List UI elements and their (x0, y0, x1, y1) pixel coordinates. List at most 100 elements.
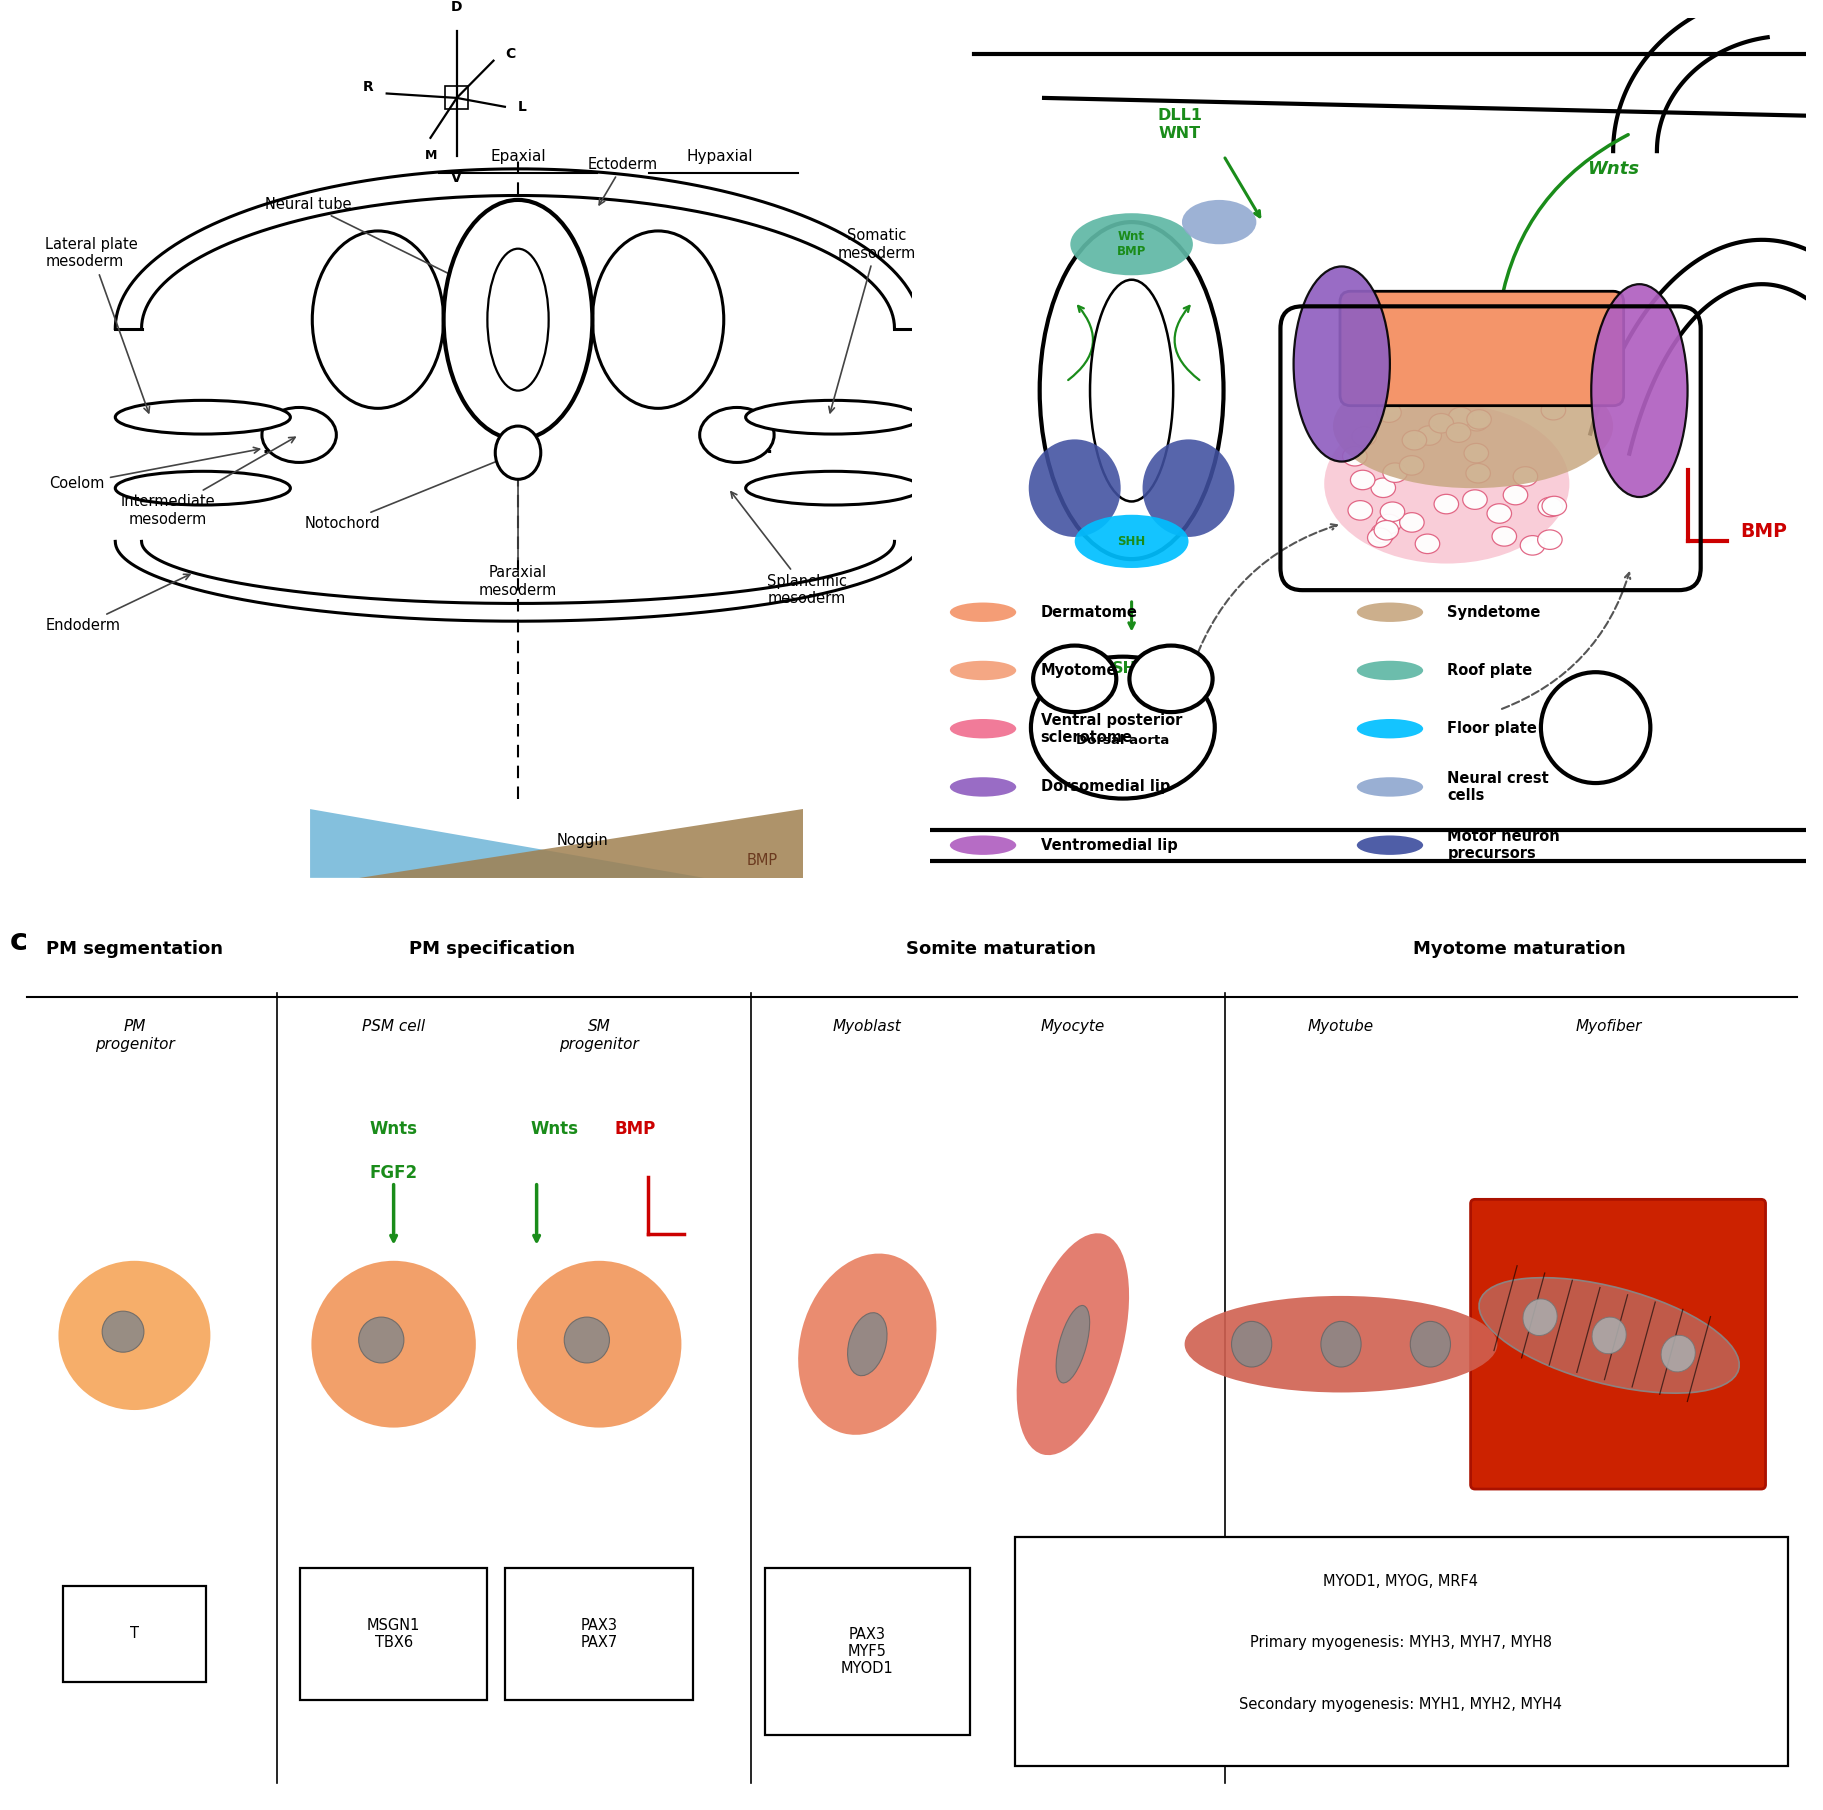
Text: PM specification: PM specification (408, 941, 574, 957)
Text: Dorsal aorta: Dorsal aorta (1076, 735, 1169, 748)
Ellipse shape (1402, 431, 1426, 451)
Text: Ventromedial lip: Ventromedial lip (1039, 838, 1176, 853)
Ellipse shape (102, 1310, 144, 1352)
Text: Wnt
BMP: Wnt BMP (1116, 230, 1145, 259)
Ellipse shape (1070, 214, 1192, 275)
Ellipse shape (1464, 443, 1488, 463)
Text: c: c (9, 927, 27, 956)
Text: Paraxial
mesoderm: Paraxial mesoderm (479, 413, 556, 597)
Text: Neural crest
cells: Neural crest cells (1447, 771, 1548, 804)
Text: T: T (129, 1627, 139, 1642)
Ellipse shape (1356, 836, 1422, 854)
Bar (445, 87, 469, 109)
Text: Intermediate
mesoderm: Intermediate mesoderm (120, 438, 295, 527)
Ellipse shape (798, 1254, 935, 1435)
Ellipse shape (1540, 672, 1650, 784)
Ellipse shape (1015, 1233, 1128, 1455)
Text: Lateral plate
mesoderm: Lateral plate mesoderm (46, 237, 149, 413)
Ellipse shape (1074, 514, 1189, 568)
Ellipse shape (115, 400, 290, 434)
Ellipse shape (1323, 404, 1568, 563)
Text: Epaxial: Epaxial (490, 150, 545, 165)
Text: PM
progenitor: PM progenitor (95, 1019, 175, 1052)
Ellipse shape (1537, 498, 1562, 518)
Ellipse shape (1380, 501, 1404, 521)
Ellipse shape (1039, 223, 1223, 559)
Text: SM
progenitor: SM progenitor (560, 1019, 638, 1052)
Ellipse shape (443, 199, 592, 440)
FancyBboxPatch shape (1340, 291, 1622, 405)
Polygon shape (359, 809, 802, 878)
Ellipse shape (1398, 512, 1424, 532)
Text: Splanchnic
mesoderm: Splanchnic mesoderm (731, 492, 846, 606)
Ellipse shape (1427, 413, 1453, 433)
Text: BMP: BMP (1739, 523, 1787, 541)
Ellipse shape (1056, 1305, 1088, 1383)
Text: DLL1
WNT: DLL1 WNT (1156, 109, 1201, 141)
Ellipse shape (1333, 364, 1612, 489)
Ellipse shape (1447, 407, 1473, 427)
Ellipse shape (1181, 199, 1256, 244)
Text: Myotube: Myotube (1307, 1019, 1373, 1034)
Text: Myocyte: Myocyte (1041, 1019, 1105, 1034)
Text: Roof plate: Roof plate (1447, 662, 1531, 679)
Text: Primary myogenesis: MYH3, MYH7, MYH8: Primary myogenesis: MYH3, MYH7, MYH8 (1249, 1634, 1551, 1651)
Ellipse shape (1661, 1336, 1694, 1372)
Text: Myoblast: Myoblast (833, 1019, 901, 1034)
Text: Floor plate: Floor plate (1447, 720, 1537, 737)
Text: Dorsomedial lip: Dorsomedial lip (1039, 780, 1169, 795)
Ellipse shape (1032, 646, 1116, 711)
Ellipse shape (1540, 496, 1566, 516)
Text: Ectoderm: Ectoderm (587, 157, 658, 205)
Ellipse shape (1141, 440, 1234, 538)
Text: MSGN1
TBX6: MSGN1 TBX6 (366, 1618, 419, 1651)
FancyBboxPatch shape (1014, 1537, 1787, 1765)
Ellipse shape (1351, 427, 1376, 445)
Text: PAX3
MYF5
MYOD1: PAX3 MYF5 MYOD1 (840, 1627, 893, 1676)
Ellipse shape (848, 1312, 886, 1376)
Text: Syndetome: Syndetome (1447, 605, 1540, 619)
FancyBboxPatch shape (299, 1567, 487, 1700)
Text: BMP: BMP (614, 1120, 654, 1138)
Ellipse shape (1128, 646, 1212, 711)
Text: Myotome: Myotome (1039, 662, 1116, 679)
Ellipse shape (312, 232, 443, 409)
Ellipse shape (950, 776, 1015, 796)
Ellipse shape (1356, 603, 1422, 623)
Polygon shape (310, 809, 704, 878)
Ellipse shape (1466, 463, 1489, 483)
Ellipse shape (950, 603, 1015, 623)
Ellipse shape (487, 248, 549, 391)
Text: Wnts: Wnts (370, 1120, 417, 1138)
FancyBboxPatch shape (1469, 1200, 1765, 1490)
Text: Wnts: Wnts (1586, 159, 1639, 177)
Ellipse shape (1478, 1278, 1739, 1394)
Ellipse shape (1464, 411, 1488, 431)
Ellipse shape (1590, 284, 1686, 498)
Ellipse shape (1028, 440, 1119, 538)
Text: Somatic
mesoderm: Somatic mesoderm (828, 228, 915, 413)
Ellipse shape (950, 661, 1015, 681)
Ellipse shape (1446, 424, 1469, 442)
Ellipse shape (1231, 1321, 1271, 1367)
Ellipse shape (1356, 661, 1422, 681)
Text: SHH: SHH (1112, 661, 1150, 677)
Text: Notochord: Notochord (304, 454, 514, 530)
Ellipse shape (746, 471, 921, 505)
Ellipse shape (1356, 776, 1422, 796)
Ellipse shape (1466, 409, 1491, 429)
Ellipse shape (563, 1318, 609, 1363)
Ellipse shape (496, 425, 540, 480)
Ellipse shape (1367, 529, 1391, 547)
Ellipse shape (1462, 491, 1486, 509)
Text: SHH: SHH (1117, 536, 1145, 548)
Ellipse shape (1416, 425, 1440, 445)
Ellipse shape (1183, 1296, 1497, 1392)
Ellipse shape (592, 232, 724, 409)
Ellipse shape (1537, 530, 1560, 550)
Text: V: V (450, 170, 461, 185)
Text: FGF2: FGF2 (370, 1164, 417, 1182)
Text: Dermatome: Dermatome (1039, 605, 1138, 619)
FancyBboxPatch shape (764, 1567, 970, 1734)
Ellipse shape (1382, 463, 1407, 483)
